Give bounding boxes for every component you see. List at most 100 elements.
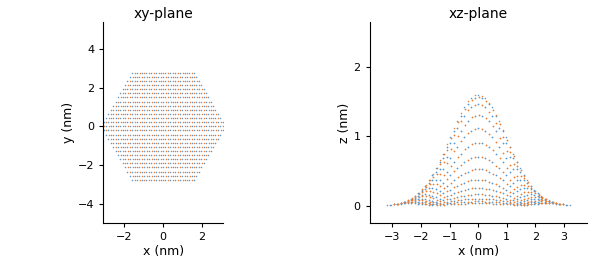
Point: [192, 137, 201, 141]
Point: [146, 103, 156, 108]
Point: [488, 181, 497, 185]
Point: [129, 124, 139, 128]
Point: [166, 83, 175, 87]
Point: [544, 199, 554, 203]
Point: [428, 174, 438, 179]
Point: [106, 108, 116, 112]
Point: [456, 202, 465, 206]
Point: [161, 124, 171, 128]
Point: [189, 145, 199, 149]
Point: [185, 137, 194, 141]
Point: [145, 169, 154, 174]
Point: [463, 157, 473, 162]
Point: [177, 132, 187, 137]
Point: [424, 181, 434, 185]
Point: [120, 108, 130, 112]
Point: [534, 201, 543, 205]
Point: [187, 83, 197, 87]
Point: [453, 198, 462, 202]
Point: [180, 161, 189, 166]
Point: [530, 201, 540, 205]
Point: [194, 145, 204, 149]
Point: [111, 145, 121, 149]
Point: [460, 171, 469, 175]
Point: [125, 169, 135, 174]
Point: [463, 108, 473, 112]
Point: [144, 174, 154, 178]
Point: [163, 87, 173, 91]
Point: [142, 99, 152, 104]
Point: [173, 137, 183, 141]
Point: [189, 116, 199, 120]
Point: [183, 169, 192, 174]
Point: [509, 152, 518, 156]
Point: [456, 139, 466, 143]
Point: [135, 103, 145, 108]
Point: [509, 154, 518, 158]
Point: [516, 198, 526, 202]
Point: [142, 75, 152, 79]
Point: [187, 178, 197, 182]
Point: [156, 178, 166, 182]
Point: [178, 145, 188, 149]
Point: [435, 183, 445, 188]
Point: [183, 112, 192, 116]
Point: [411, 200, 420, 205]
Point: [137, 141, 147, 145]
Point: [166, 99, 175, 104]
Point: [481, 99, 491, 103]
Point: [140, 161, 149, 166]
Point: [156, 103, 166, 108]
Point: [470, 167, 480, 172]
Point: [127, 169, 137, 174]
Point: [485, 180, 494, 184]
Point: [484, 169, 494, 174]
Point: [404, 200, 413, 205]
Point: [439, 195, 448, 199]
Point: [540, 197, 550, 202]
Point: [149, 161, 159, 166]
Point: [463, 102, 473, 106]
Point: [99, 128, 108, 132]
Point: [481, 186, 491, 191]
Point: [151, 149, 161, 153]
Point: [466, 178, 476, 183]
Point: [428, 199, 437, 203]
Point: [540, 196, 550, 201]
Point: [156, 153, 166, 157]
Point: [509, 198, 518, 202]
Point: [432, 201, 442, 205]
Point: [197, 83, 206, 87]
Point: [128, 124, 137, 128]
Point: [484, 119, 494, 123]
Point: [165, 178, 175, 182]
Point: [151, 165, 161, 170]
Point: [132, 83, 142, 87]
Point: [474, 95, 483, 99]
Point: [541, 199, 551, 203]
Point: [137, 120, 146, 124]
Point: [199, 124, 209, 128]
Point: [213, 137, 223, 141]
Point: [411, 194, 420, 198]
Point: [473, 199, 483, 204]
Point: [171, 124, 180, 128]
Point: [208, 137, 218, 141]
Point: [425, 195, 434, 199]
Point: [183, 70, 192, 75]
Point: [488, 188, 498, 192]
Point: [396, 201, 406, 205]
Point: [435, 202, 445, 206]
Point: [473, 192, 483, 196]
Point: [547, 201, 557, 206]
Point: [129, 174, 139, 178]
Point: [120, 103, 130, 108]
Point: [142, 120, 151, 124]
Point: [434, 160, 444, 164]
Point: [194, 112, 204, 116]
Point: [180, 128, 189, 132]
Point: [410, 199, 420, 204]
Point: [127, 95, 137, 100]
Point: [512, 199, 522, 203]
Point: [130, 112, 140, 116]
